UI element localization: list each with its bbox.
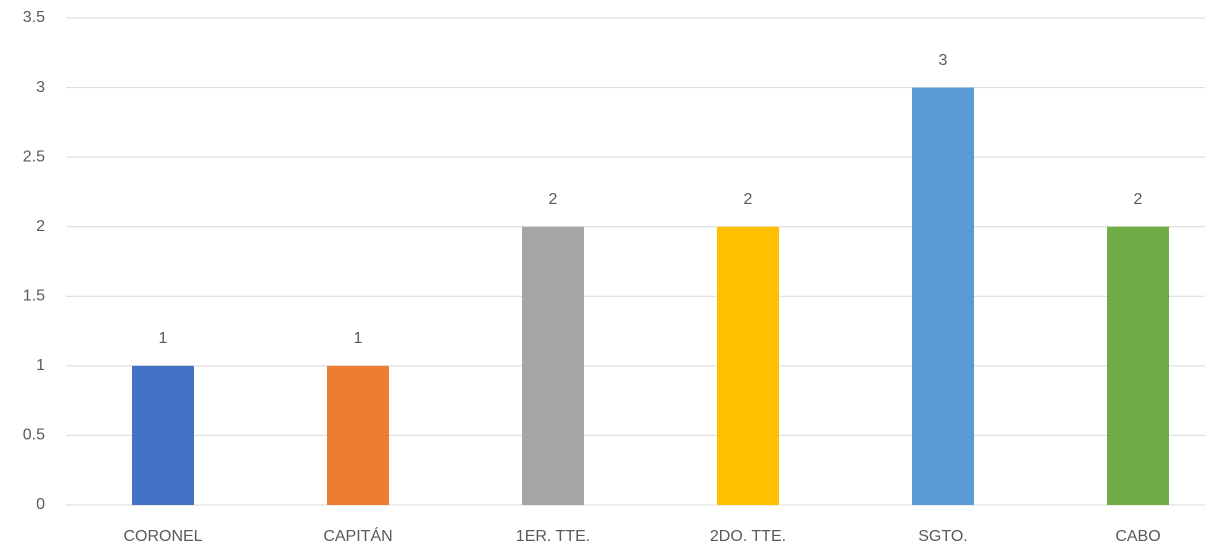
bar [1107, 226, 1169, 505]
x-tick-label: SGTO. [918, 528, 968, 545]
x-tick-label: 1ER. TTE. [516, 528, 590, 545]
y-tick-label: 3 [36, 79, 45, 96]
y-tick-label: 3.5 [23, 9, 45, 26]
data-label: 1 [159, 330, 168, 347]
y-tick-label: 1.5 [23, 288, 45, 305]
x-tick-label: CORONEL [123, 528, 202, 545]
x-tick-label: 2DO. TTE. [710, 528, 786, 545]
bar [132, 365, 194, 505]
y-tick-label: 2.5 [23, 148, 45, 165]
y-tick-label: 0.5 [23, 427, 45, 444]
data-label: 3 [939, 52, 948, 69]
bar [327, 365, 389, 505]
y-tick-label: 2 [36, 218, 45, 235]
y-tick-label: 1 [36, 357, 45, 374]
y-tick-label: 0 [36, 496, 45, 513]
bar [522, 226, 584, 505]
bar [912, 87, 974, 506]
data-label: 2 [549, 191, 558, 208]
x-tick-label: CAPITÁN [323, 526, 392, 545]
x-tick-label: CABO [1115, 528, 1160, 545]
bar [717, 226, 779, 505]
data-label: 2 [1134, 191, 1143, 208]
data-label: 2 [744, 191, 753, 208]
data-label: 1 [354, 330, 363, 347]
